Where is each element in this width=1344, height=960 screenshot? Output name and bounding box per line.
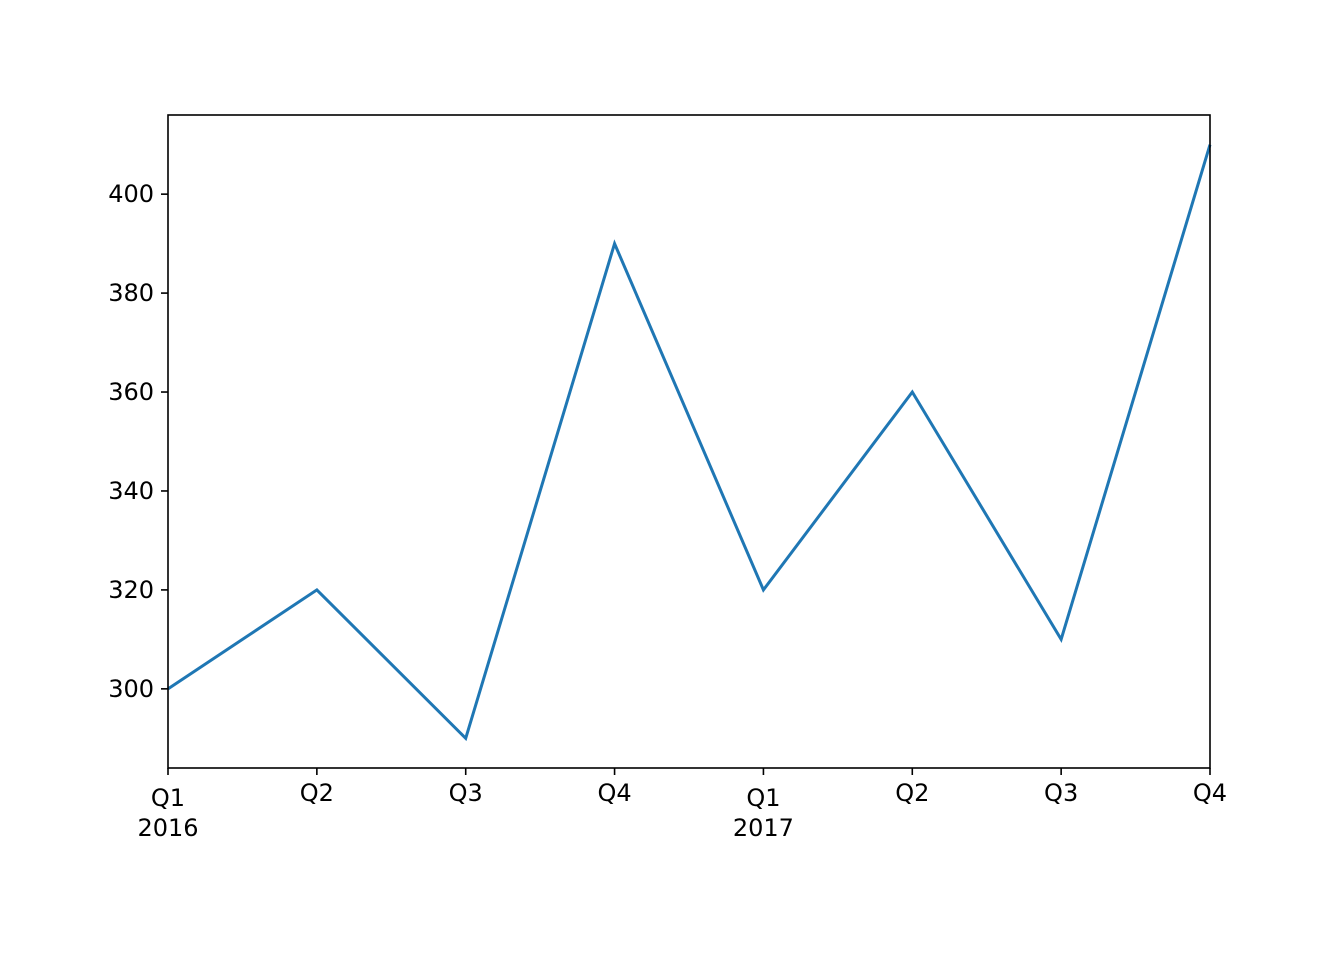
y-tick-label: 340 — [108, 477, 154, 505]
x-tick-label-year: 2016 — [137, 814, 198, 842]
y-tick-label: 360 — [108, 378, 154, 406]
x-tick-label-quarter: Q2 — [300, 779, 334, 807]
x-tick-label-quarter: Q1 — [151, 784, 185, 812]
series-layer — [167, 144, 1212, 742]
y-axis: 300 320 340 360 380 400 — [108, 180, 168, 703]
y-tick-label: 380 — [108, 279, 154, 307]
plot-frame — [167, 114, 1211, 769]
x-tick-label-quarter: Q4 — [1193, 779, 1227, 807]
x-tick-label-quarter: Q4 — [597, 779, 631, 807]
x-tick-label-quarter: Q2 — [895, 779, 929, 807]
y-tick-label: 400 — [108, 180, 154, 208]
y-tick-label: 300 — [108, 675, 154, 703]
x-tick-label-quarter: Q1 — [746, 784, 780, 812]
y-tick-label: 320 — [108, 576, 154, 604]
x-tick-label-quarter: Q3 — [1044, 779, 1078, 807]
x-tick-label-quarter: Q3 — [449, 779, 483, 807]
x-tick-label-year: 2017 — [733, 814, 794, 842]
series-line — [167, 144, 1212, 742]
